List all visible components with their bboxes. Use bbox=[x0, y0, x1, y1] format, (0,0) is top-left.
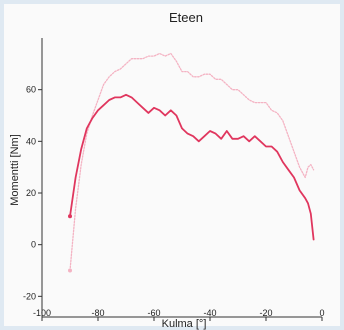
series-line-lower bbox=[69, 93, 315, 241]
series-start-marker bbox=[68, 268, 72, 273]
y-tick-label: 60 bbox=[26, 85, 36, 95]
chart-title: Eteen bbox=[169, 10, 203, 25]
x-tick-label: 0 bbox=[319, 308, 324, 318]
y-tick-label: -20 bbox=[23, 291, 36, 301]
axes bbox=[41, 38, 322, 318]
y-tick-label: 0 bbox=[31, 240, 36, 250]
y-axis-label: Momentti [Nm] bbox=[9, 134, 21, 206]
x-tick-label: -80 bbox=[91, 308, 104, 318]
x-tick-label: -20 bbox=[259, 308, 272, 318]
series-line-upper bbox=[69, 52, 315, 272]
y-tick-label: 20 bbox=[26, 188, 36, 198]
y-tick-label: 40 bbox=[26, 136, 36, 146]
series-lines bbox=[68, 52, 315, 273]
x-axis-label: Kulma [°] bbox=[162, 318, 207, 330]
x-tick-label: -40 bbox=[203, 308, 216, 318]
x-tick-label: -60 bbox=[147, 308, 160, 318]
series-start-marker bbox=[68, 214, 72, 219]
